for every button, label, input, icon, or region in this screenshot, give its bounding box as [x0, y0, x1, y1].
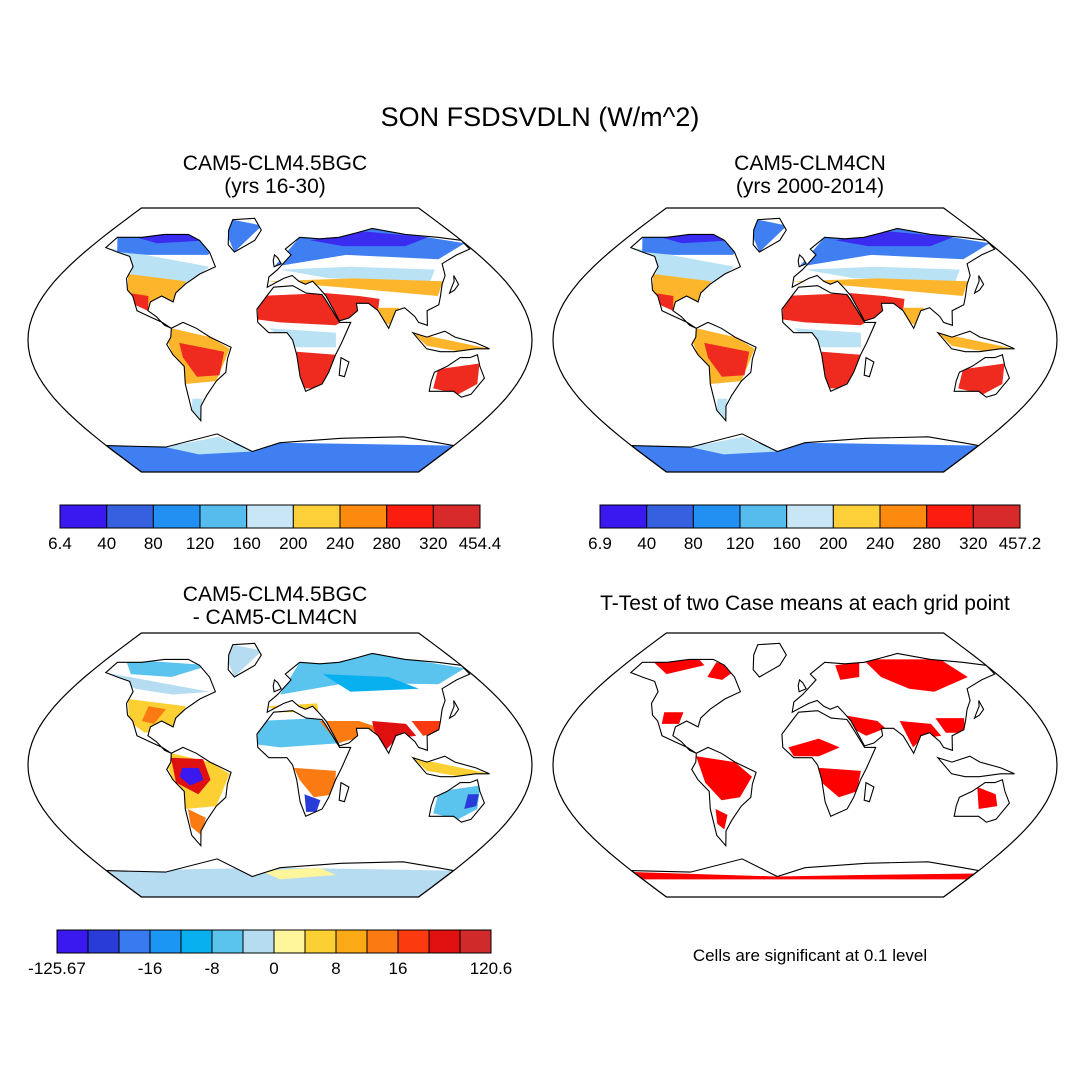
significance-note: Cells are significant at 0.1 level: [600, 946, 1020, 966]
colorbar-difference: -125.67 -16 -8 0 8 16 120.6: [10, 925, 540, 990]
colorbar-label: 6.4: [48, 534, 72, 553]
colorbar-label: 8: [331, 959, 340, 978]
colorbar-label: 280: [913, 534, 941, 553]
panel1-title-line2: (yrs 16-30): [75, 175, 475, 198]
colorbar-swatch: [150, 930, 181, 953]
colorbar-label: 457.2: [999, 534, 1042, 553]
panel2-title: CAM5-CLM4CN (yrs 2000-2014): [610, 152, 1010, 198]
ocean-area: [553, 633, 1057, 897]
panel2-title-line2: (yrs 2000-2014): [610, 175, 1010, 198]
colorbar-label: -8: [204, 959, 219, 978]
map-panel-cn: [545, 205, 1065, 475]
map-panel-ttest: [545, 630, 1065, 900]
colorbar-label: -16: [138, 959, 163, 978]
colorbar-swatch: [600, 505, 647, 528]
colorbar-label: 160: [233, 534, 261, 553]
panel1-title: CAM5-CLM4.5BGC (yrs 16-30): [75, 152, 475, 198]
map-panel-difference: [20, 630, 540, 900]
colorbar-label: 40: [637, 534, 656, 553]
colorbar-swatch: [88, 930, 119, 953]
colorbar-label: 200: [819, 534, 847, 553]
colorbar-swatch: [880, 505, 927, 528]
colorbar-swatch: [60, 505, 107, 528]
panel3-title-line1: CAM5-CLM4.5BGC: [75, 583, 475, 606]
colorbar-swatch: [927, 505, 974, 528]
colorbar-label: 120: [726, 534, 754, 553]
colorbar-swatch: [833, 505, 880, 528]
colorbar-label: 320: [959, 534, 987, 553]
colorbar-label: -125.67: [28, 959, 86, 978]
panel3-title: CAM5-CLM4.5BGC - CAM5-CLM4CN: [75, 583, 475, 629]
colorbar-swatch: [340, 505, 387, 528]
colorbar-swatch: [740, 505, 787, 528]
colorbar-swatch: [293, 505, 340, 528]
map-panel-bgc: [20, 205, 540, 475]
panel4-title-line1: T-Test of two Case means at each grid po…: [555, 592, 1055, 615]
panel1-title-line1: CAM5-CLM4.5BGC: [75, 152, 475, 175]
colorbar-label: 80: [144, 534, 163, 553]
colorbar-label: 80: [684, 534, 703, 553]
colorbar-swatch: [181, 930, 212, 953]
colorbar-label: 120: [186, 534, 214, 553]
colorbar-swatch: [212, 930, 243, 953]
panel3-title-line2: - CAM5-CLM4CN: [75, 606, 475, 629]
colorbar-label: 0: [269, 959, 278, 978]
colorbar-label: 240: [326, 534, 354, 553]
colorbar-swatch: [433, 505, 480, 528]
colorbar-label: 454.4: [459, 534, 502, 553]
colorbar-swatch: [460, 930, 491, 953]
colorbar-swatch: [787, 505, 834, 528]
colorbar-label: 240: [866, 534, 894, 553]
colorbar-swatch: [274, 930, 305, 953]
colorbar-swatch: [153, 505, 200, 528]
colorbar-swatch: [243, 930, 274, 953]
colorbar-bgc: 6.4 40 80 120 160 200 240 280 320 454.4: [20, 500, 520, 560]
colorbar-swatch: [336, 930, 367, 953]
figure-title: SON FSDSVDLN (W/m^2): [0, 102, 1080, 133]
colorbar-swatch: [973, 505, 1020, 528]
colorbar-label: 6.9: [588, 534, 612, 553]
colorbar-swatch: [305, 930, 336, 953]
colorbar-swatch: [429, 930, 460, 953]
colorbar-label: 40: [97, 534, 116, 553]
colorbar-label: 16: [389, 959, 408, 978]
colorbar-swatch: [247, 505, 294, 528]
colorbar-swatch: [367, 930, 398, 953]
panel4-title: T-Test of two Case means at each grid po…: [555, 592, 1055, 615]
colorbar-label: 280: [373, 534, 401, 553]
colorbar-swatch: [387, 505, 434, 528]
colorbar-label: 160: [773, 534, 801, 553]
colorbar-swatch: [57, 930, 88, 953]
colorbar-swatch: [119, 930, 150, 953]
colorbar-label: 200: [279, 534, 307, 553]
colorbar-label: 320: [419, 534, 447, 553]
colorbar-swatch: [693, 505, 740, 528]
colorbar-swatch: [200, 505, 247, 528]
colorbar-swatch: [107, 505, 154, 528]
panel2-title-line1: CAM5-CLM4CN: [610, 152, 1010, 175]
colorbar-label: 120.6: [470, 959, 513, 978]
colorbar-swatch: [398, 930, 429, 953]
colorbar-cn: 6.9 40 80 120 160 200 240 280 320 457.2: [560, 500, 1060, 560]
colorbar-swatch: [647, 505, 694, 528]
